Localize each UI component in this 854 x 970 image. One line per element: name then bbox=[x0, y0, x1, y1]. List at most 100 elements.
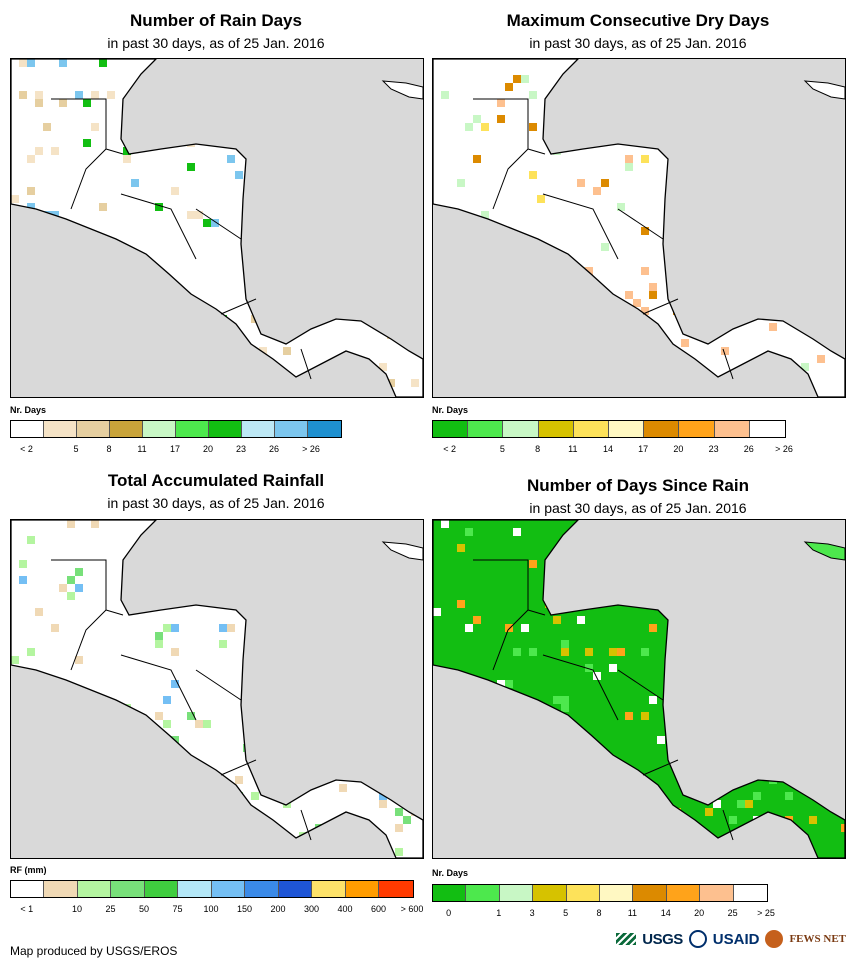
map-canvas bbox=[433, 59, 845, 397]
legend-swatch bbox=[245, 881, 279, 897]
map-area bbox=[432, 58, 846, 398]
usaid-logo: USAID bbox=[712, 930, 760, 948]
fews-logo: FEWS NET bbox=[789, 933, 846, 945]
legend-swatch bbox=[533, 885, 567, 901]
legend-swatch bbox=[11, 421, 44, 437]
island-jamaica bbox=[381, 80, 423, 100]
legend-swatch bbox=[573, 421, 609, 437]
legend-swatch bbox=[11, 881, 45, 897]
legend-swatch bbox=[633, 885, 667, 901]
legend-label: 200 bbox=[270, 904, 286, 914]
legend-label: 23 bbox=[235, 444, 247, 454]
legend-label: < 2 bbox=[20, 444, 33, 454]
legend-label: 26 bbox=[743, 444, 754, 454]
panel-title: Maximum Consecutive Dry Days bbox=[506, 11, 770, 30]
legend-label: 5 bbox=[499, 444, 505, 454]
legend-label: > 26 bbox=[302, 444, 320, 454]
legend-label: 600 bbox=[370, 904, 387, 914]
legend-label: 20 bbox=[694, 908, 705, 918]
legend-bar bbox=[432, 884, 768, 902]
legend-label: 14 bbox=[660, 908, 671, 918]
legend-labels: 0 1 3 5 8 11 14 20 25 > 25 bbox=[432, 908, 775, 920]
usgs-logo-icon bbox=[616, 933, 637, 945]
legend-swatch bbox=[44, 881, 78, 897]
logo-strip: USGS USAID FEWS NET bbox=[616, 930, 846, 948]
legend-swatch bbox=[176, 421, 209, 437]
legend-label: 3 bbox=[529, 908, 535, 918]
legend-label: 8 bbox=[535, 444, 541, 454]
land-area bbox=[11, 520, 423, 858]
panel-subtitle: in past 30 days, as of 25 Jan. 2016 bbox=[107, 35, 325, 51]
panel-title: Number of Days Since Rain bbox=[526, 476, 749, 495]
legend-label: 1 bbox=[496, 908, 502, 918]
legend-title: Nr. Days bbox=[432, 868, 469, 878]
legend-swatch bbox=[77, 881, 112, 897]
legend-label: 25 bbox=[105, 904, 116, 914]
legend-swatch bbox=[242, 421, 275, 437]
panel-subtitle: in past 30 days, as of 25 Jan. 2016 bbox=[107, 495, 325, 511]
legend-swatch bbox=[110, 421, 143, 437]
legend-swatch bbox=[466, 885, 500, 901]
land-area bbox=[11, 59, 423, 397]
legend-swatch bbox=[733, 885, 767, 901]
map-area bbox=[432, 519, 846, 859]
legend-swatch bbox=[538, 421, 574, 437]
map-canvas bbox=[433, 520, 845, 858]
legend-label: 400 bbox=[337, 904, 353, 914]
land-area bbox=[433, 520, 845, 858]
map-canvas bbox=[11, 59, 423, 397]
map-canvas bbox=[11, 520, 423, 858]
legend-swatch bbox=[679, 421, 715, 437]
map-area bbox=[10, 519, 424, 859]
legend-swatch bbox=[44, 421, 77, 437]
legend-label: < 1 bbox=[20, 904, 34, 914]
legend-bar bbox=[10, 420, 342, 438]
legend-label: 8 bbox=[106, 444, 112, 454]
legend-swatch bbox=[143, 421, 176, 437]
legend-swatch bbox=[433, 421, 469, 437]
legend-label: < 2 bbox=[443, 444, 456, 454]
legend-label: 10 bbox=[71, 904, 83, 914]
legend-swatch bbox=[144, 881, 179, 897]
island-jamaica bbox=[803, 541, 845, 561]
panel-days-since-rain: Number of Days Since Rain in past 30 day… bbox=[428, 468, 848, 928]
legend-swatch bbox=[599, 885, 634, 901]
legend-label: 17 bbox=[638, 444, 649, 454]
legend-swatch bbox=[714, 421, 750, 437]
legend-label: 14 bbox=[602, 444, 614, 454]
legend-swatch bbox=[700, 885, 734, 901]
legend-label: > 25 bbox=[757, 908, 775, 918]
usaid-seal-icon bbox=[688, 930, 707, 948]
legend-label: 26 bbox=[268, 444, 280, 454]
legend-bar bbox=[432, 420, 786, 438]
coastline bbox=[11, 59, 423, 397]
country-borders bbox=[51, 98, 312, 380]
legend-title: RF (mm) bbox=[10, 865, 47, 875]
coastline bbox=[11, 520, 423, 858]
legend-swatch bbox=[312, 881, 346, 897]
panel-title: Number of Rain Days bbox=[130, 11, 302, 30]
panel-max-dry-days: Maximum Consecutive Dry Days in past 30 … bbox=[428, 8, 848, 468]
legend-swatch bbox=[433, 885, 467, 901]
legend-swatch bbox=[275, 421, 308, 437]
coastline bbox=[433, 520, 845, 858]
legend-label: 11 bbox=[568, 444, 578, 454]
legend-label: 25 bbox=[727, 908, 738, 918]
legend-swatch bbox=[666, 885, 701, 901]
legend-swatch bbox=[77, 421, 110, 437]
legend-labels: < 2 5 8 11 14 17 20 23 26 > 26 bbox=[432, 444, 793, 456]
legend-label: > 600 bbox=[400, 904, 424, 914]
legend-swatch bbox=[308, 421, 341, 437]
legend-swatch bbox=[379, 881, 413, 897]
legend-swatch bbox=[278, 881, 313, 897]
legend-swatch bbox=[468, 421, 504, 437]
legend-swatch bbox=[345, 881, 380, 897]
legend-label: 8 bbox=[596, 908, 602, 918]
panel-subtitle: in past 30 days, as of 25 Jan. 2016 bbox=[529, 35, 747, 51]
legend-swatch bbox=[608, 421, 645, 437]
country-borders bbox=[473, 98, 734, 380]
legend-title: Nr. Days bbox=[432, 405, 469, 415]
legend-label: 11 bbox=[627, 908, 638, 918]
legend-swatch bbox=[644, 421, 680, 437]
map-credit: Map produced by USGS/EROS bbox=[10, 944, 178, 958]
